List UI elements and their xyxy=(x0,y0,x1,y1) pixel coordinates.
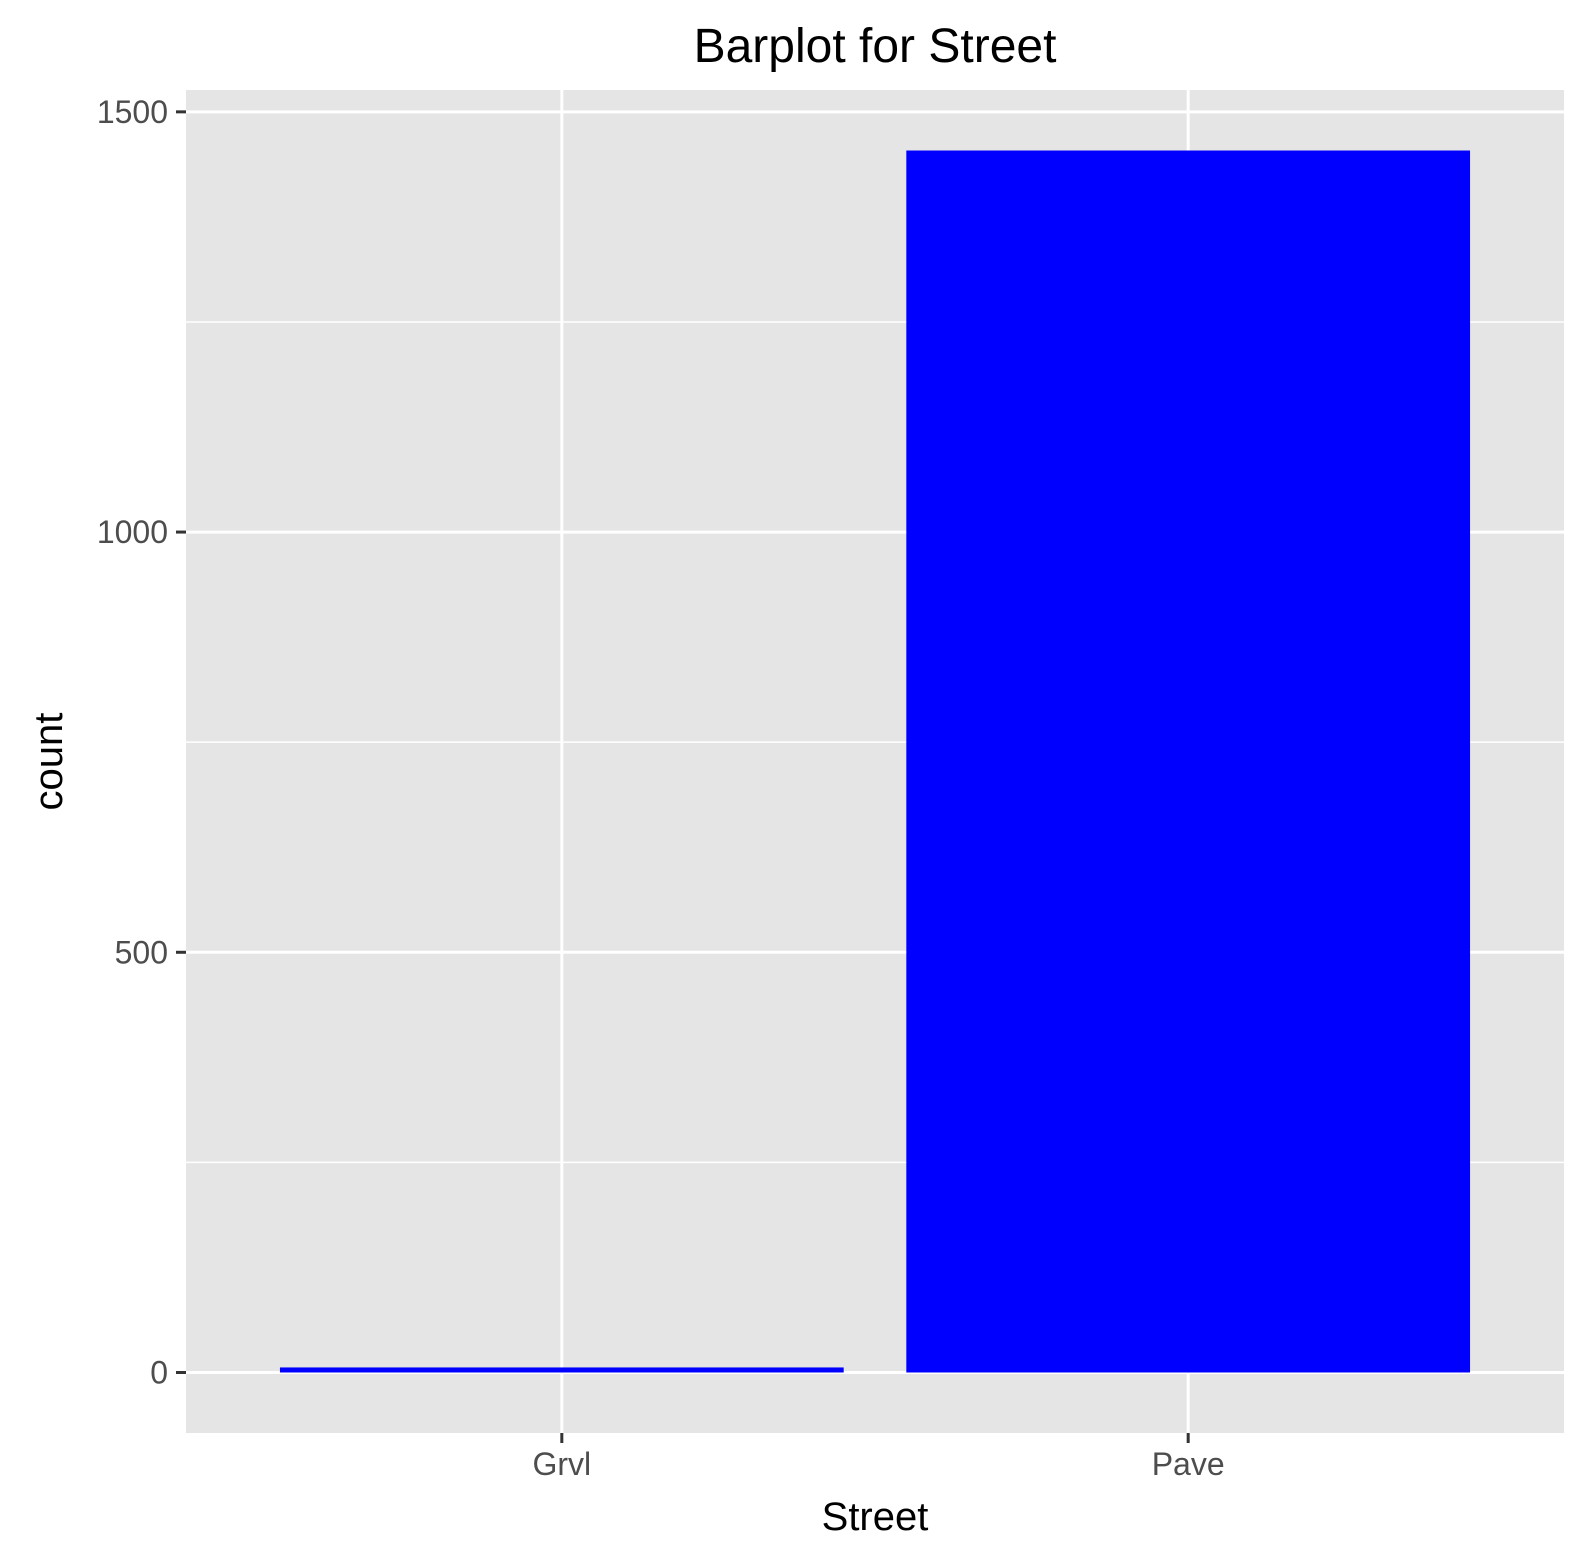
y-tick-label: 0 xyxy=(150,1354,168,1390)
x-tick-label: Pave xyxy=(1152,1446,1225,1482)
y-axis: 0 500 1000 1500 xyxy=(97,94,186,1390)
y-tick-label: 500 xyxy=(115,934,168,970)
y-axis-title: count xyxy=(27,713,71,811)
x-axis: Grvl Pave xyxy=(532,1433,1225,1482)
y-tick-label: 1000 xyxy=(97,514,168,550)
chart-title: Barplot for Street xyxy=(694,20,1057,73)
bar-grvl xyxy=(279,1367,844,1373)
bar-pave xyxy=(906,150,1471,1373)
x-tick-label: Grvl xyxy=(532,1446,591,1482)
x-axis-title: Street xyxy=(822,1495,929,1539)
bars xyxy=(279,150,1471,1373)
y-tick-label: 1500 xyxy=(97,94,168,130)
